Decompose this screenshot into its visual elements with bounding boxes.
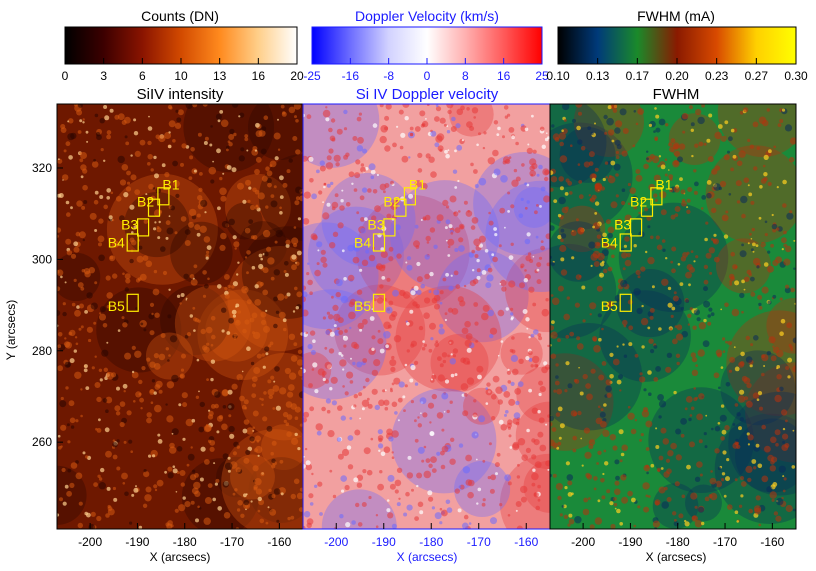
region-box-b1: [650, 187, 663, 206]
x-axis-label-fwhm: X (arcsecs): [646, 550, 707, 564]
y-axis-label: Y (arcsecs): [4, 300, 18, 360]
colorbar-label-doppler: Doppler Velocity (km/s): [355, 8, 499, 24]
x-tick-label: -160: [760, 535, 784, 549]
x-tick-label: -200: [324, 535, 348, 549]
region-box-b2: [394, 198, 407, 217]
region-box-b1: [403, 187, 416, 206]
colorbar-tick-label: 3: [100, 69, 107, 83]
colorbar-doppler: [311, 26, 543, 65]
colorbar-tick-label: -8: [383, 69, 394, 83]
panel-frame: [549, 103, 797, 530]
y-tick-label: 280: [32, 344, 52, 358]
region-box-b4: [126, 233, 139, 252]
region-label-b2: B2: [383, 194, 400, 210]
colorbar-tick-label: 16: [252, 69, 266, 83]
region-box-b5: [372, 293, 386, 312]
region-box-b4: [372, 233, 386, 252]
colorbar-tick-label: 25: [535, 69, 549, 83]
map-panel-1: [303, 104, 550, 529]
region-label-b3: B3: [121, 216, 138, 232]
map-panel-0: [57, 104, 303, 529]
x-axis-label-intensity: X (arcsecs): [150, 550, 211, 564]
x-tick-label: -170: [220, 535, 244, 549]
region-box-b4: [619, 233, 632, 252]
region-label-b4: B4: [601, 235, 618, 251]
colorbar-tick-label: -25: [303, 69, 321, 83]
y-tick-label: 260: [32, 435, 52, 449]
colorbar-tick-label: 0: [424, 69, 431, 83]
colorbar-tick-label: 8: [462, 69, 469, 83]
region-box-b1: [157, 187, 170, 206]
colorbar-fwhm: [557, 26, 797, 65]
colorbar-tick-label: 13: [213, 69, 227, 83]
region-box-b3: [629, 218, 643, 237]
x-tick-label: -160: [514, 535, 538, 549]
x-axis-label-doppler: X (arcsecs): [397, 550, 458, 564]
colorbar-tick-label: -16: [342, 69, 360, 83]
region-box-b5: [619, 293, 632, 312]
colorbar-intensity: [64, 26, 298, 65]
colorbar-tick-label: 0.13: [586, 69, 610, 83]
x-tick-label: -200: [78, 535, 102, 549]
region-label-b5: B5: [354, 298, 371, 314]
colorbar-tick-label: 0.30: [784, 69, 808, 83]
colorbar-tick-label: 20: [290, 69, 304, 83]
colorbar-tick-label: 10: [174, 69, 188, 83]
colorbar-tick-label: 0: [62, 69, 69, 83]
region-label-b1: B1: [409, 176, 426, 192]
y-tick-label: 320: [32, 161, 52, 175]
region-label-b4: B4: [354, 235, 371, 251]
x-tick-label: -190: [125, 535, 149, 549]
x-tick-label: -180: [419, 535, 443, 549]
region-box-b5: [126, 293, 139, 312]
x-tick-label: -200: [571, 535, 595, 549]
x-tick-label: -170: [467, 535, 491, 549]
panel-title-fwhm: FWHM: [653, 86, 700, 103]
region-label-b4: B4: [108, 235, 125, 251]
region-label-b1: B1: [162, 176, 179, 192]
region-box-b3: [383, 218, 396, 237]
region-box-b2: [640, 198, 654, 217]
x-tick-label: -190: [618, 535, 642, 549]
x-tick-label: -190: [372, 535, 396, 549]
map-panel-2: [550, 104, 796, 529]
colorbar-tick-label: 0.23: [705, 69, 729, 83]
x-tick-label: -160: [267, 535, 291, 549]
x-tick-label: -180: [666, 535, 690, 549]
region-label-b3: B3: [614, 216, 631, 232]
region-label-b5: B5: [108, 298, 125, 314]
y-tick-label: 300: [32, 252, 52, 266]
colorbar-tick-label: 0.20: [665, 69, 689, 83]
colorbar-tick-label: 0.27: [745, 69, 769, 83]
colorbar-label-intensity: Counts (DN): [141, 8, 219, 24]
panel-title-intensity: SiIV intensity: [137, 86, 224, 103]
x-tick-label: -170: [713, 535, 737, 549]
colorbar-tick-label: 0.17: [626, 69, 650, 83]
x-tick-label: -180: [173, 535, 197, 549]
region-label-b1: B1: [655, 176, 672, 192]
region-label-b2: B2: [137, 194, 154, 210]
colorbar-tick-label: 16: [497, 69, 511, 83]
colorbar-tick-label: 6: [139, 69, 146, 83]
colorbar-label-fwhm: FWHM (mA): [637, 8, 715, 24]
region-label-b2: B2: [630, 194, 647, 210]
region-box-b2: [147, 198, 161, 217]
panel-title-doppler: Si IV Doppler velocity: [356, 86, 499, 103]
region-box-b3: [137, 218, 150, 237]
colorbar-tick-label: 0.10: [546, 69, 570, 83]
region-label-b5: B5: [601, 298, 618, 314]
region-label-b3: B3: [367, 216, 384, 232]
